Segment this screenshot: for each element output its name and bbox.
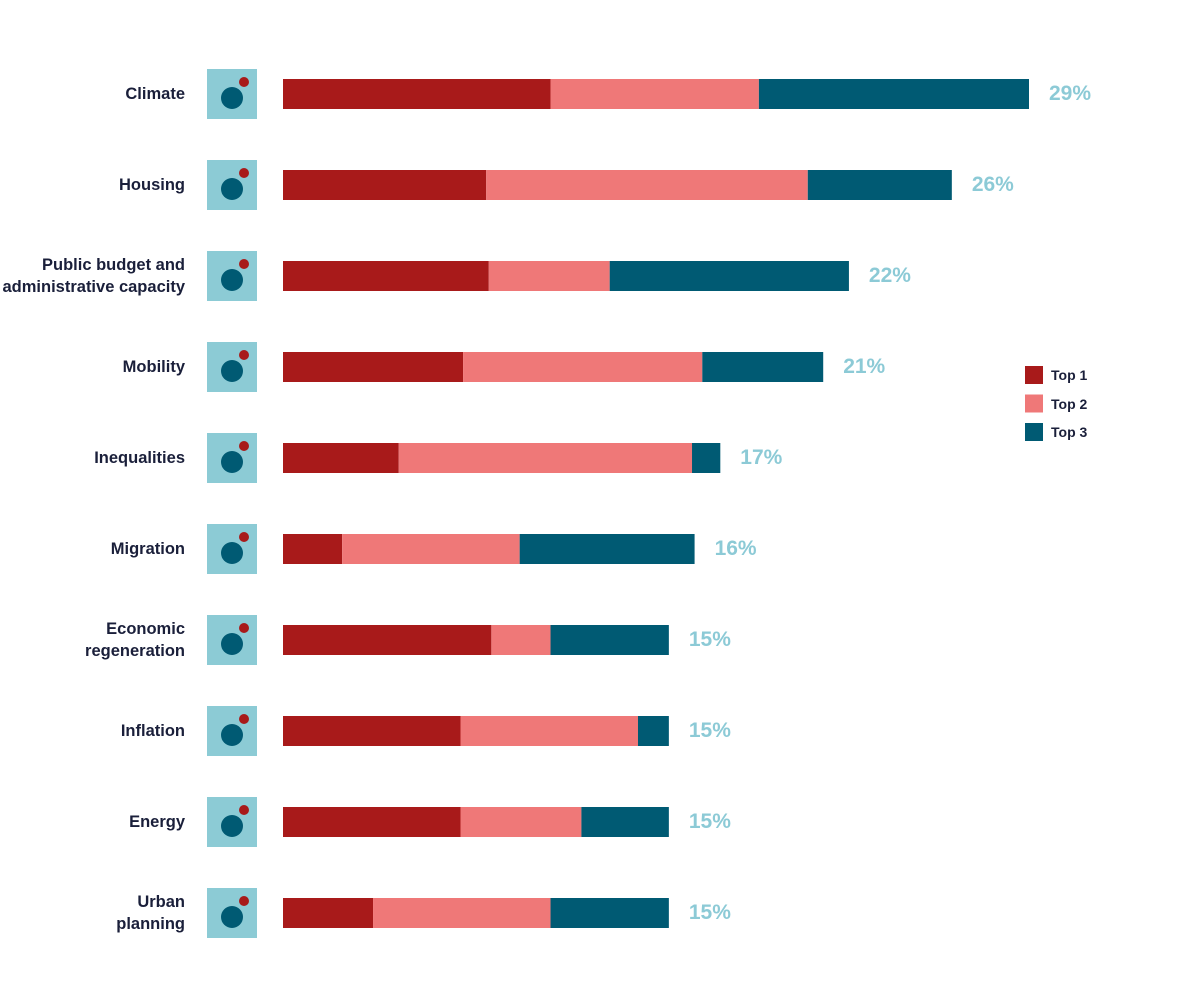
bar-segment xyxy=(637,716,669,746)
bar-segment xyxy=(463,352,703,382)
bar-segment xyxy=(283,716,461,746)
icon-detail xyxy=(239,532,249,542)
icon-detail xyxy=(239,805,249,815)
bar-segment xyxy=(609,261,849,291)
total-label: 15% xyxy=(688,901,731,924)
bar-segment xyxy=(283,534,343,564)
bar-segment xyxy=(283,625,492,655)
icon-detail xyxy=(221,269,243,291)
bar-segment xyxy=(283,261,489,291)
bar-segment xyxy=(486,170,808,200)
icon-detail xyxy=(239,441,249,451)
icon-detail xyxy=(221,542,243,564)
total-label: 17% xyxy=(740,446,783,469)
bar-segment xyxy=(283,79,551,109)
legend-label: Top 1 xyxy=(1051,367,1088,383)
bar-segment xyxy=(283,898,374,928)
icon-detail xyxy=(239,77,249,87)
bar-segment xyxy=(807,170,952,200)
bar-segment xyxy=(519,534,695,564)
bar-segment xyxy=(373,898,551,928)
bar-segment xyxy=(702,352,824,382)
icon-detail xyxy=(221,815,243,837)
icon-detail xyxy=(221,360,243,382)
legend-label: Top 3 xyxy=(1051,424,1088,440)
bar-segment xyxy=(283,170,487,200)
bar-segment xyxy=(342,534,520,564)
icon-detail xyxy=(239,350,249,360)
bar-segment xyxy=(283,443,399,473)
icon-detail xyxy=(221,724,243,746)
category-label: Migration xyxy=(110,540,185,558)
category-label: Mobility xyxy=(122,358,185,376)
total-label: 15% xyxy=(688,628,731,651)
category-label: Urban planning xyxy=(116,893,185,933)
category-label: Climate xyxy=(125,85,185,103)
total-label: 15% xyxy=(688,810,731,833)
icon-detail xyxy=(221,451,243,473)
legend-swatch xyxy=(1025,394,1043,413)
total-label: 21% xyxy=(843,355,886,378)
bar-segment xyxy=(460,807,582,837)
icon-detail xyxy=(221,633,243,655)
icon-detail xyxy=(221,906,243,928)
bar-segment xyxy=(488,261,610,291)
icon-detail xyxy=(221,178,243,200)
category-label: Inflation xyxy=(120,722,185,740)
legend-swatch xyxy=(1025,423,1043,441)
bar-segment xyxy=(398,443,693,473)
icon-detail xyxy=(239,896,249,906)
icon-detail xyxy=(239,168,249,178)
category-label: Energy xyxy=(129,813,185,831)
total-label: 26% xyxy=(971,173,1014,196)
bar-segment xyxy=(550,625,669,655)
bar-segment xyxy=(283,807,461,837)
total-label: 22% xyxy=(868,264,911,287)
icon-detail xyxy=(221,87,243,109)
category-label: Economic regeneration xyxy=(85,620,185,660)
category-label: Housing xyxy=(119,176,185,194)
legend-swatch xyxy=(1025,366,1043,384)
bar-segment xyxy=(283,352,464,382)
icon-detail xyxy=(239,259,249,269)
bar-segment xyxy=(491,625,551,655)
bar-segment xyxy=(460,716,638,746)
total-label: 15% xyxy=(688,719,731,742)
bar-segment xyxy=(692,443,721,473)
category-label: Public budget and administrative capacit… xyxy=(2,256,186,296)
bar-segment xyxy=(550,898,669,928)
bar-segment xyxy=(550,79,759,109)
bar-segment xyxy=(581,807,669,837)
icon-detail xyxy=(239,714,249,724)
icon-detail xyxy=(239,623,249,633)
bar-segment xyxy=(758,79,1029,109)
total-label: 16% xyxy=(714,537,757,560)
total-label: 29% xyxy=(1049,82,1092,105)
category-label: Inequalities xyxy=(94,449,185,467)
legend-label: Top 2 xyxy=(1051,395,1088,412)
